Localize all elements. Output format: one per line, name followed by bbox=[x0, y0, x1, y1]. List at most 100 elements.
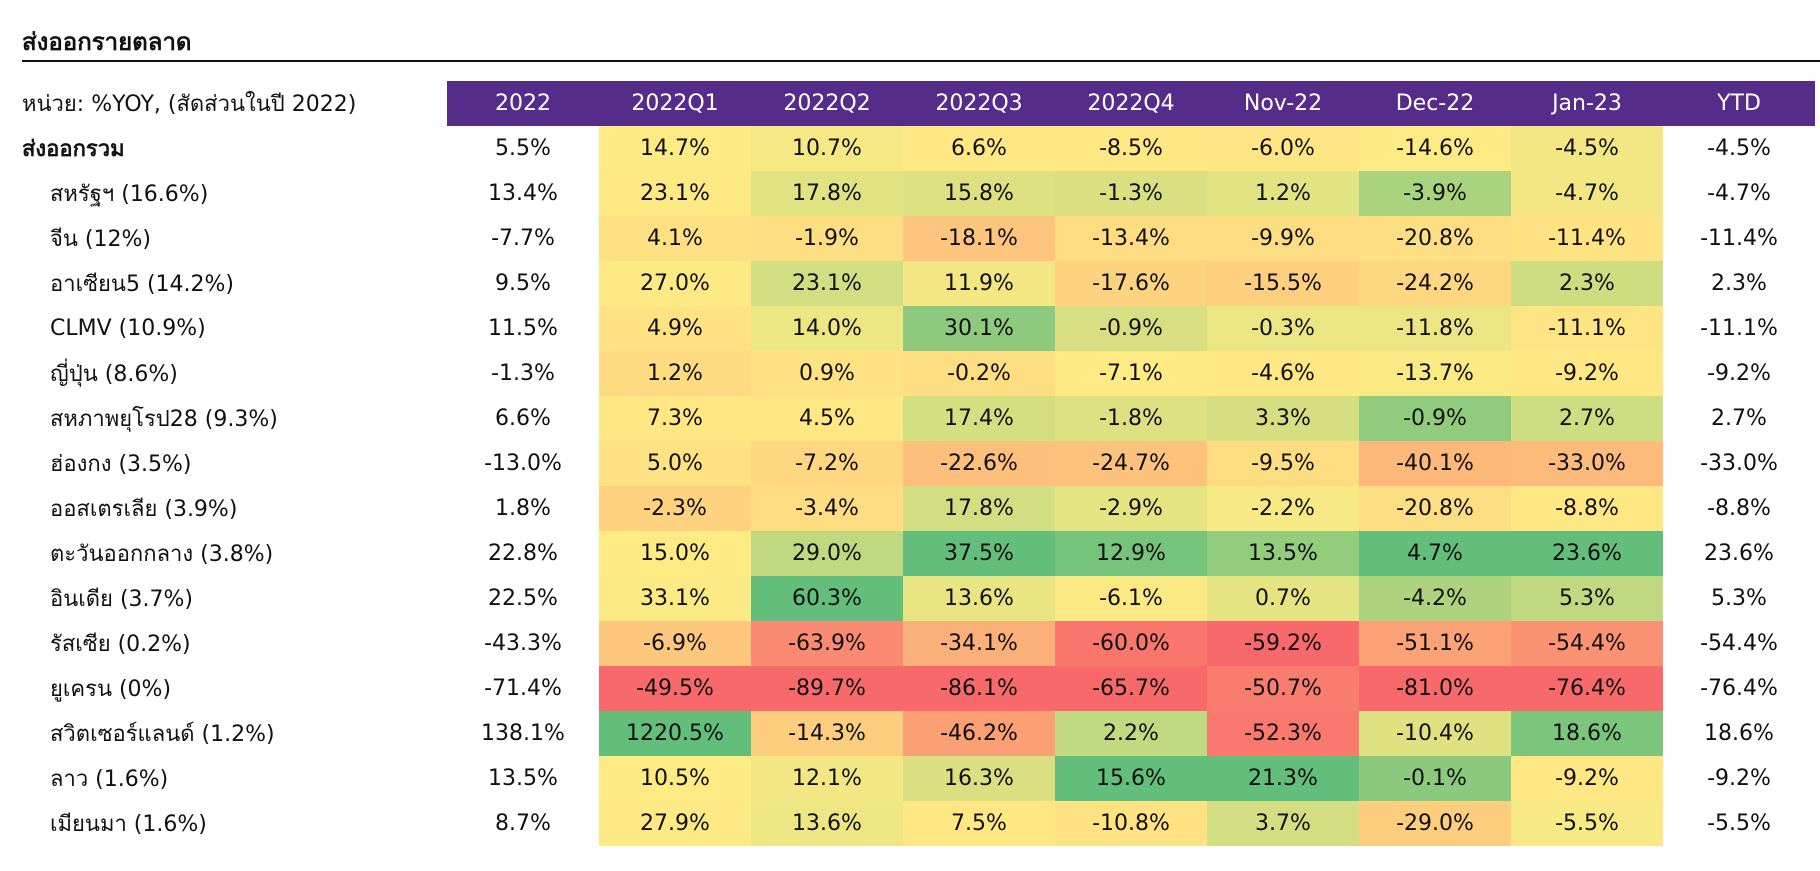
column-header: 2022Q4 bbox=[1055, 81, 1207, 126]
value-cell: 0.7% bbox=[1207, 576, 1359, 621]
table-row: ออสเตรเลีย (3.9%) 1.8% -2.3% -3.4% 17.8% -2.9… bbox=[22, 486, 1815, 531]
value-cell: -5.5% bbox=[1707, 811, 1771, 836]
value-cell: 3.7% bbox=[1207, 801, 1359, 846]
value-cell: -9.9% bbox=[1207, 216, 1359, 261]
value-cell: 16.3% bbox=[903, 756, 1055, 801]
table-row: สหภาพยุโรป28 (9.3%) 6.6% 7.3% 4.5% 17.4% -1.8… bbox=[22, 396, 1815, 441]
value-cell: -10.4% bbox=[1359, 711, 1511, 756]
value-cell: 23.1% bbox=[751, 261, 903, 306]
value-cell: -20.8% bbox=[1359, 216, 1511, 261]
value-cell: 6.6% bbox=[495, 406, 551, 431]
value-cell: -10.8% bbox=[1055, 801, 1207, 846]
column-header: 2022Q1 bbox=[599, 81, 751, 126]
row-label: CLMV (10.9%) bbox=[50, 316, 206, 341]
value-cell: -1.9% bbox=[751, 216, 903, 261]
value-cell: 23.6% bbox=[1511, 531, 1663, 576]
value-cell: -29.0% bbox=[1359, 801, 1511, 846]
value-cell: -11.8% bbox=[1359, 306, 1511, 351]
value-cell: -18.1% bbox=[903, 216, 1055, 261]
column-header: Nov-22 bbox=[1207, 81, 1359, 126]
value-cell: 2.3% bbox=[1711, 271, 1767, 296]
table-row: CLMV (10.9%) 11.5% 4.9% 14.0% 30.1% -0.9% -0.3… bbox=[22, 306, 1815, 351]
value-cell: -14.3% bbox=[751, 711, 903, 756]
value-cell: 9.5% bbox=[495, 271, 551, 296]
value-cell: 8.7% bbox=[495, 811, 551, 836]
value-cell: -1.3% bbox=[491, 361, 555, 386]
value-cell: -46.2% bbox=[903, 711, 1055, 756]
value-cell: 15.6% bbox=[1055, 756, 1207, 801]
value-cell: 33.1% bbox=[599, 576, 751, 621]
value-cell: -49.5% bbox=[599, 666, 751, 711]
value-cell: 22.8% bbox=[488, 541, 558, 566]
table-row: อาเซียน5 (14.2%) 9.5% 27.0% 23.1% 11.9% -17.6… bbox=[22, 261, 1815, 306]
value-cell: 6.6% bbox=[903, 126, 1055, 171]
value-cell: -4.7% bbox=[1707, 181, 1771, 206]
column-header: 2022 bbox=[447, 81, 599, 126]
value-cell: 10.5% bbox=[599, 756, 751, 801]
value-cell: 17.4% bbox=[903, 396, 1055, 441]
value-cell: 5.0% bbox=[599, 441, 751, 486]
header-row: หน่วย: %YOY, (สัดส่วนในปี 2022) 2022 202… bbox=[22, 81, 1815, 126]
value-cell: -11.4% bbox=[1511, 216, 1663, 261]
value-cell: 10.7% bbox=[751, 126, 903, 171]
value-cell: -11.1% bbox=[1700, 316, 1778, 341]
table-row: รัสเซีย (0.2%) -43.3% -6.9% -63.9% -34.1% -60… bbox=[22, 621, 1815, 666]
value-cell: -8.8% bbox=[1707, 496, 1771, 521]
heatmap-table: หน่วย: %YOY, (สัดส่วนในปี 2022) 2022 202… bbox=[22, 81, 1815, 846]
value-cell: -13.7% bbox=[1359, 351, 1511, 396]
table-row: สวิตเซอร์แลนด์ (1.2%) 138.1% 1220.5% -14.3%… bbox=[22, 711, 1815, 756]
row-label: สหภาพยุโรป28 (9.3%) bbox=[50, 407, 278, 432]
value-cell: -11.1% bbox=[1511, 306, 1663, 351]
value-cell: 18.6% bbox=[1704, 721, 1774, 746]
value-cell: 29.0% bbox=[751, 531, 903, 576]
value-cell: -1.3% bbox=[1055, 171, 1207, 216]
value-cell: 1.2% bbox=[1207, 171, 1359, 216]
column-header: YTD bbox=[1663, 81, 1815, 126]
value-cell: 5.3% bbox=[1511, 576, 1663, 621]
table-row: ญี่ปุ่น (8.6%) -1.3% 1.2% 0.9% -0.2% -7.1% -4.… bbox=[22, 351, 1815, 396]
value-cell: 7.5% bbox=[903, 801, 1055, 846]
row-label: ส่งออกรวม bbox=[22, 137, 125, 162]
value-cell: 21.3% bbox=[1207, 756, 1359, 801]
page-title: ส่งออกรายตลาด bbox=[22, 28, 192, 56]
value-cell: -89.7% bbox=[751, 666, 903, 711]
value-cell: -1.8% bbox=[1055, 396, 1207, 441]
value-cell: 4.7% bbox=[1359, 531, 1511, 576]
value-cell: -0.3% bbox=[1207, 306, 1359, 351]
table-row: ยูเครน (0%) -71.4% -49.5% -89.7% -86.1% -65.7… bbox=[22, 666, 1815, 711]
value-cell: 1.8% bbox=[495, 496, 551, 521]
value-cell: 4.5% bbox=[751, 396, 903, 441]
row-label: จีน (12%) bbox=[50, 227, 151, 252]
column-header: 2022Q2 bbox=[751, 81, 903, 126]
heatmap-body: ส่งออกรวม 5.5% 14.7% 10.7% 6.6% -8.5% -6.0% -14… bbox=[22, 126, 1815, 846]
value-cell: -40.1% bbox=[1359, 441, 1511, 486]
value-cell: -9.2% bbox=[1707, 361, 1771, 386]
value-cell: 60.3% bbox=[751, 576, 903, 621]
value-cell: -6.0% bbox=[1207, 126, 1359, 171]
value-cell: -14.6% bbox=[1359, 126, 1511, 171]
value-cell: -52.3% bbox=[1207, 711, 1359, 756]
value-cell: -33.0% bbox=[1700, 451, 1778, 476]
value-cell: 23.6% bbox=[1704, 541, 1774, 566]
value-cell: -9.2% bbox=[1511, 351, 1663, 396]
value-cell: 22.5% bbox=[488, 586, 558, 611]
row-label: เมียนมา (1.6%) bbox=[50, 812, 207, 837]
value-cell: -2.2% bbox=[1207, 486, 1359, 531]
value-cell: 15.0% bbox=[599, 531, 751, 576]
column-header: Dec-22 bbox=[1359, 81, 1511, 126]
value-cell: 0.9% bbox=[751, 351, 903, 396]
value-cell: 4.1% bbox=[599, 216, 751, 261]
value-cell: -17.6% bbox=[1055, 261, 1207, 306]
value-cell: 15.8% bbox=[903, 171, 1055, 216]
value-cell: -65.7% bbox=[1055, 666, 1207, 711]
value-cell: -63.9% bbox=[751, 621, 903, 666]
value-cell: 2.3% bbox=[1511, 261, 1663, 306]
value-cell: -3.4% bbox=[751, 486, 903, 531]
value-cell: 2.2% bbox=[1055, 711, 1207, 756]
row-label: ออสเตรเลีย (3.9%) bbox=[50, 497, 238, 522]
value-cell: -22.6% bbox=[903, 441, 1055, 486]
row-label: ฮ่องกง (3.5%) bbox=[50, 452, 192, 477]
value-cell: -13.4% bbox=[1055, 216, 1207, 261]
value-cell: -43.3% bbox=[484, 631, 562, 656]
table-row: อินเดีย (3.7%) 22.5% 33.1% 60.3% 13.6% -6.1% 0… bbox=[22, 576, 1815, 621]
